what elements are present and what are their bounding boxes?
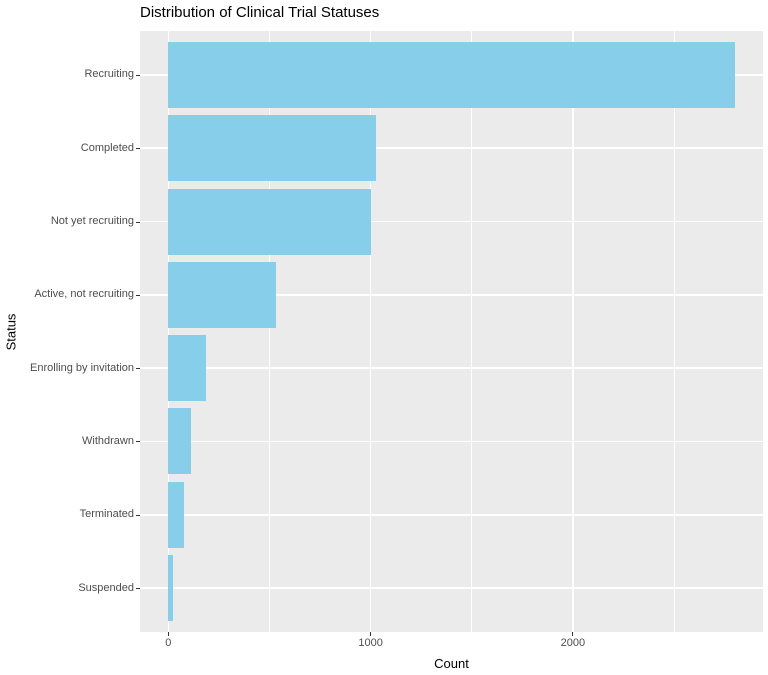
bar	[168, 115, 376, 182]
y-axis-tick	[136, 294, 140, 296]
bar	[168, 408, 191, 475]
plot-panel	[140, 31, 763, 632]
x-tick-label: 1000	[358, 637, 383, 649]
y-tick-label: Withdrawn	[82, 434, 134, 447]
gridline-major-horizontal	[140, 513, 763, 516]
gridline-minor-vertical	[268, 31, 270, 632]
x-axis-tick	[370, 632, 372, 636]
gridline-major-horizontal	[140, 294, 763, 296]
gridline-major-vertical	[167, 31, 170, 632]
bar	[168, 261, 276, 328]
y-tick-label: Active, not recruiting	[34, 288, 134, 301]
x-axis-tick	[572, 632, 574, 636]
gridline-major-horizontal	[140, 440, 763, 443]
y-tick-label: Terminated	[79, 508, 134, 521]
gridline-major-horizontal	[140, 587, 763, 589]
y-tick-label: Completed	[80, 141, 134, 154]
y-tick-label: Not yet recruiting	[50, 215, 134, 228]
x-axis-title: Count	[434, 656, 469, 671]
y-tick-label: Recruiting	[84, 68, 134, 81]
y-tick-label: Enrolling by invitation	[30, 361, 134, 374]
y-axis-tick	[136, 148, 140, 150]
gridline-major-vertical	[369, 31, 372, 632]
y-axis-tick	[136, 441, 140, 443]
y-axis-tick	[136, 368, 140, 370]
bar	[168, 481, 185, 548]
bar	[168, 41, 735, 108]
chart-title: Distribution of Clinical Trial Statuses	[140, 4, 380, 21]
y-tick-label: Suspended	[78, 581, 134, 594]
gridline-major-horizontal	[140, 147, 763, 150]
x-axis-tick	[167, 632, 169, 636]
bar	[168, 188, 371, 255]
bar	[168, 335, 206, 402]
gridline-minor-vertical	[471, 31, 473, 632]
y-axis-tick	[136, 74, 140, 76]
y-axis-tick	[136, 514, 140, 516]
y-axis-tick	[136, 221, 140, 223]
x-tick-label: 0	[165, 637, 172, 649]
gridline-major-horizontal	[140, 220, 763, 223]
y-axis-title: Status	[3, 313, 19, 350]
gridline-major-horizontal	[140, 367, 763, 369]
gridline-minor-vertical	[673, 31, 675, 632]
x-tick-label: 2000	[560, 637, 586, 649]
y-axis-tick	[136, 588, 140, 590]
bar	[168, 555, 174, 621]
gridline-major-vertical	[572, 31, 574, 632]
